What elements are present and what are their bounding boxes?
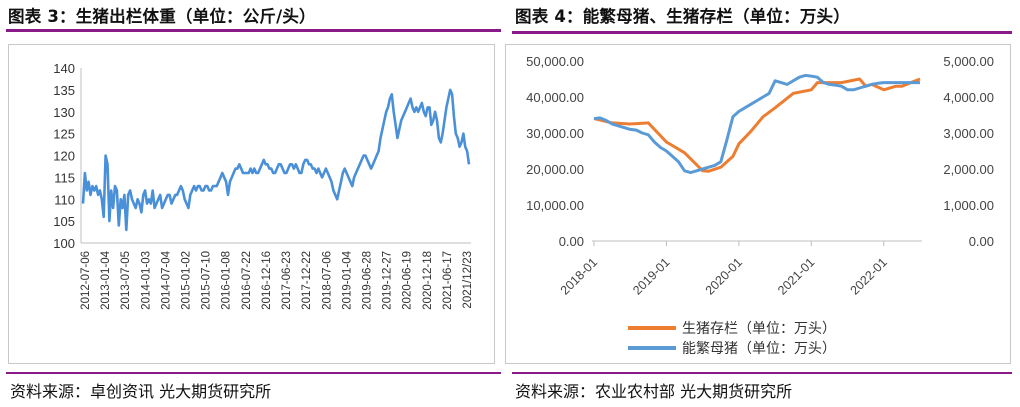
left-y-tick-label-1: 10,000.00 <box>526 198 584 213</box>
x-tick-label-2: 2020-01 <box>703 255 745 297</box>
left-y-tick-label-4: 40,000.00 <box>526 90 584 105</box>
left-y-tick-label-3: 30,000.00 <box>526 126 584 141</box>
left-chart-panel: 100 105 110 115 120 125 130 135 140 2012-07-06 201… <box>8 44 495 364</box>
weight-series-line <box>81 88 471 232</box>
x-tick-label-17: 2020-12-18 <box>422 251 434 310</box>
x-tick-label-12: 2018-07-06 <box>321 251 333 310</box>
left-source-note: 资料来源：卓创资讯 光大期货研究所 <box>10 382 272 401</box>
left-source-rule <box>6 372 501 374</box>
right-y-tick-label-4: 4,000.00 <box>943 90 994 105</box>
x-tick-label-16: 2020-06-19 <box>402 251 414 310</box>
x-tick-label-15: 2019-12-27 <box>382 251 394 310</box>
x-tick-label-5: 2015-01-02 <box>181 251 193 310</box>
y-tick-label-5: 125 <box>53 127 75 142</box>
left-y-tick-label-2: 20,000.00 <box>526 162 584 177</box>
right-y-tick-label-5: 5,000.00 <box>943 54 994 69</box>
right-title-rule <box>512 31 1012 34</box>
x-tick-label-0: 2018-01 <box>558 255 600 297</box>
chart-3-title: 图表 3：生猪出栏体重（单位：公斤/头） <box>8 7 316 26</box>
x-tick-label-4: 2022-01 <box>848 255 890 297</box>
legend-label-0: 生猪存栏（单位：万头） <box>682 320 836 336</box>
right-y-tick-label-2: 2,000.00 <box>943 162 994 177</box>
y-tick-label-4: 120 <box>53 149 75 164</box>
x-tick-label-9: 2016-12-16 <box>261 251 273 310</box>
x-tick-label-19: 2021/12/23 <box>462 251 474 309</box>
x-tick-label-14: 2019-06-28 <box>361 251 373 310</box>
y-tick-label-1: 105 <box>53 214 75 229</box>
right-y-tick-label-0: 0.00 <box>969 234 994 249</box>
y-tick-label-6: 130 <box>53 105 75 120</box>
sow-hog-inventory-chart: 0.00 10,000.00 20,000.00 30,000.00 40,000.00… <box>526 54 994 356</box>
x-tick-label-1: 2013-01-04 <box>100 250 112 309</box>
left-y-tick-label-5: 50,000.00 <box>526 54 584 69</box>
x-tick-label-18: 2021-06-17 <box>442 251 454 310</box>
sow-inventory-line <box>593 73 920 175</box>
legend-label-1: 能繁母猪（单位：万头） <box>682 340 836 356</box>
x-tick-label-13: 2019-01-04 <box>341 250 353 309</box>
y-tick-label-0: 100 <box>53 236 75 251</box>
y-tick-label-7: 135 <box>53 83 75 98</box>
right-source-note: 资料来源：农业农村部 光大期货研究所 <box>515 382 793 401</box>
hog-inventory-line <box>593 77 921 173</box>
right-chart-panel: 0.00 10,000.00 20,000.00 30,000.00 40,000.00… <box>505 44 1011 364</box>
x-tick-label-1: 2019-01 <box>630 255 672 297</box>
y-tick-label-3: 115 <box>54 170 75 185</box>
chart-4-title: 图表 4：能繁母猪、生猪存栏（单位：万头） <box>515 7 850 26</box>
right-y-tick-label-3: 3,000.00 <box>943 126 994 141</box>
x-tick-label-6: 2015-07-10 <box>201 251 213 310</box>
left-title-rule <box>6 29 501 32</box>
x-tick-label-10: 2017-06-23 <box>281 251 293 310</box>
x-tick-label-7: 2016-01-08 <box>221 251 233 310</box>
x-tick-label-3: 2014-01-03 <box>140 251 152 310</box>
x-tick-label-8: 2016-07-22 <box>241 251 253 310</box>
weight-line-chart: 100 105 110 115 120 125 130 135 140 2012-07-06 201… <box>53 61 474 310</box>
right-y-tick-label-1: 1,000.00 <box>943 198 994 213</box>
x-tick-label-11: 2017-12-22 <box>301 251 313 310</box>
x-tick-label-3: 2021-01 <box>775 255 817 297</box>
x-tick-label-2: 2013-07-05 <box>120 251 132 310</box>
y-tick-label-8: 140 <box>53 61 75 76</box>
x-tick-label-0: 2012-07-06 <box>80 251 92 310</box>
x-tick-label-4: 2014-07-04 <box>160 250 172 309</box>
right-source-rule <box>512 372 1012 374</box>
left-y-tick-label-0: 0.00 <box>559 234 584 249</box>
y-tick-label-2: 110 <box>54 192 75 207</box>
